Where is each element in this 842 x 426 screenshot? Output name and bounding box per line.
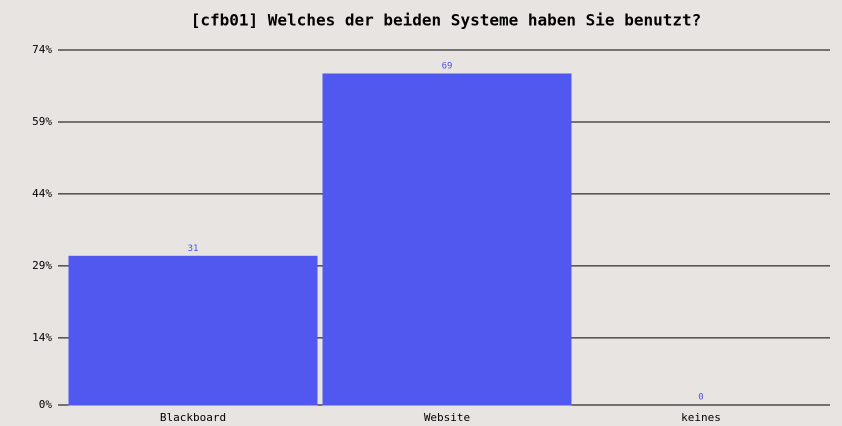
y-tick-label: 14% bbox=[32, 331, 52, 344]
bar bbox=[322, 73, 572, 406]
value-label: 0 bbox=[698, 393, 703, 403]
value-label: 69 bbox=[442, 61, 453, 71]
y-tick-label: 59% bbox=[32, 115, 52, 128]
value-label: 31 bbox=[188, 244, 199, 254]
x-tick-label: keines bbox=[681, 411, 721, 424]
y-tick-label: 0% bbox=[39, 398, 53, 411]
y-tick-label: 44% bbox=[32, 187, 52, 200]
x-tick-label: Blackboard bbox=[160, 411, 226, 424]
y-tick-label: 29% bbox=[32, 259, 52, 272]
chart-title: [cfb01] Welches der beiden Systeme haben… bbox=[191, 11, 702, 30]
y-tick-label: 74% bbox=[32, 43, 52, 56]
x-tick-label: Website bbox=[424, 411, 470, 424]
bar bbox=[68, 255, 318, 406]
